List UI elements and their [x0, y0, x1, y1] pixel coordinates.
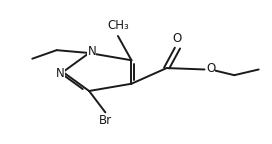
Text: CH₃: CH₃ — [107, 19, 129, 32]
Text: Br: Br — [99, 114, 112, 127]
Text: O: O — [173, 32, 182, 44]
Text: N: N — [87, 45, 96, 58]
Text: N: N — [56, 67, 65, 80]
Text: O: O — [206, 62, 215, 75]
